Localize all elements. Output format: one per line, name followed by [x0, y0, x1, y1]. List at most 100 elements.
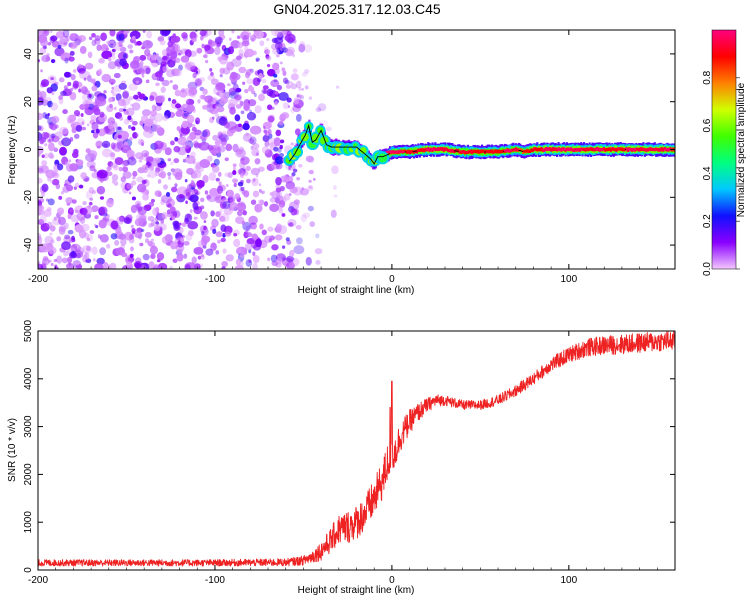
ridge-peak: [439, 147, 450, 152]
noise-speckle: [293, 199, 300, 205]
noise-speckle: [132, 170, 138, 177]
noise-speckle: [305, 256, 312, 266]
noise-speckle: [176, 125, 181, 132]
noise-speckle: [121, 97, 131, 106]
noise-speckle: [38, 125, 42, 131]
noise-speckle: [189, 209, 193, 213]
noise-speckle: [303, 69, 310, 74]
noise-speckle: [155, 71, 163, 78]
ridge-cell: [387, 151, 390, 156]
noise-speckle: [215, 250, 220, 255]
noise-speckle: [51, 40, 60, 48]
ridge-cell: [403, 149, 406, 153]
noise-speckle: [63, 71, 71, 78]
noise-speckle: [288, 262, 294, 267]
noise-speckle: [258, 199, 262, 204]
noise-speckle: [246, 78, 254, 85]
noise-speckle: [193, 216, 198, 220]
noise-speckle: [228, 98, 238, 107]
ridge-peak: [556, 147, 566, 152]
noise-speckle: [38, 263, 44, 269]
noise-speckle: [217, 89, 226, 98]
noise-speckle: [108, 57, 112, 62]
colorbar-bar: [711, 29, 737, 270]
noise-speckle: [252, 251, 256, 256]
noise-speckle: [294, 128, 301, 136]
noise-speckle: [290, 107, 295, 114]
noise-speckle: [51, 172, 60, 179]
noise-speckle: [187, 114, 195, 124]
noise-speckle: [69, 208, 74, 213]
noise-speckle: [275, 191, 283, 198]
noise-speckle: [325, 126, 332, 132]
noise-speckle: [98, 206, 108, 216]
noise-speckle: [195, 192, 199, 196]
noise-speckle: [154, 264, 159, 269]
noise-speckle: [144, 231, 152, 238]
noise-speckle: [96, 169, 108, 179]
noise-speckle: [97, 68, 103, 76]
noise-speckle: [235, 87, 242, 93]
noise-speckle: [236, 149, 243, 155]
ridge-peak: [664, 147, 672, 152]
noise-speckle: [91, 205, 100, 212]
noise-speckle: [145, 67, 151, 75]
noise-speckle: [96, 257, 105, 265]
noise-speckle: [94, 80, 101, 88]
ridge-cell: [485, 149, 488, 153]
noise-speckle: [181, 235, 185, 238]
noise-speckle: [107, 166, 111, 170]
noise-speckle: [46, 87, 53, 94]
noise-speckle: [67, 81, 72, 86]
noise-speckle: [91, 246, 98, 255]
noise-speckle: [275, 187, 282, 193]
noise-speckle: [284, 79, 290, 85]
noise-speckle: [214, 46, 221, 56]
noise-speckle: [271, 30, 282, 37]
noise-speckle: [237, 181, 244, 187]
noise-speckle: [169, 57, 177, 64]
noise-speckle: [164, 147, 172, 156]
noise-speckle: [242, 132, 253, 142]
noise-speckle: [84, 103, 90, 108]
noise-speckle: [39, 47, 47, 55]
noise-speckle: [196, 47, 203, 54]
noise-speckle: [130, 60, 140, 69]
noise-speckle: [110, 142, 116, 150]
noise-speckle: [292, 68, 298, 73]
noise-speckle: [50, 77, 54, 81]
noise-speckle: [333, 185, 337, 190]
noise-speckle: [246, 178, 251, 184]
noise-speckle: [222, 67, 231, 75]
noise-speckle: [86, 123, 90, 127]
noise-speckle: [250, 167, 260, 176]
noise-speckle: [195, 120, 199, 125]
noise-speckle: [254, 203, 263, 213]
noise-speckle: [118, 166, 123, 172]
noise-speckle: [67, 117, 72, 124]
noise-speckle: [217, 239, 221, 244]
colorbar-tick-label: 0.0: [702, 262, 713, 276]
noise-speckle: [246, 238, 255, 245]
noise-speckle: [149, 245, 158, 255]
ridge-peak: [549, 147, 558, 152]
noise-speckle: [172, 84, 179, 91]
noise-speckle: [157, 179, 162, 184]
noise-speckle: [299, 188, 310, 196]
noise-speckle: [199, 30, 207, 37]
noise-speckle: [40, 222, 50, 232]
noise-speckle: [126, 183, 134, 190]
noise-speckle: [253, 178, 256, 182]
noise-speckle: [78, 88, 82, 93]
noise-speckle: [67, 229, 74, 235]
noise-speckle: [40, 79, 50, 87]
noise-speckle: [185, 99, 189, 103]
noise-speckle: [235, 104, 242, 109]
noise-speckle: [303, 44, 313, 53]
noise-speckle: [94, 97, 107, 107]
noise-speckle: [91, 85, 98, 92]
noise-speckle: [132, 94, 139, 100]
noise-speckle: [110, 162, 118, 169]
noise-speckle: [170, 186, 178, 193]
noise-speckle: [113, 72, 121, 79]
